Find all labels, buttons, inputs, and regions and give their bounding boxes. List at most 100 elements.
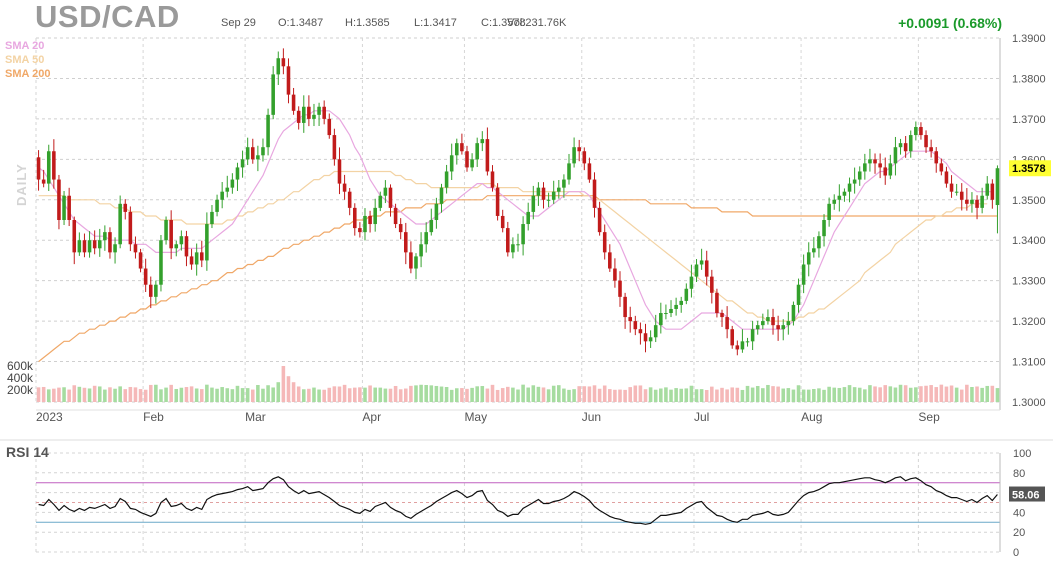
volume-bar — [148, 384, 153, 402]
candle-body — [434, 203, 439, 220]
candle-body — [694, 264, 699, 277]
volume-bar — [164, 387, 168, 402]
volume-bar — [383, 388, 388, 402]
volume-bar — [266, 385, 270, 402]
volume-bar — [735, 387, 740, 402]
candle-body — [332, 135, 337, 160]
volume-bar — [87, 388, 92, 402]
candle-body — [786, 321, 791, 326]
volume-bar — [582, 386, 587, 402]
volume-bar — [715, 389, 719, 402]
volume-bar — [128, 386, 133, 402]
volume-bar — [557, 385, 561, 402]
volume-bar — [475, 386, 479, 402]
candle-body — [837, 195, 842, 200]
candle-body — [720, 313, 724, 318]
candle-body — [796, 284, 801, 305]
candle-body — [439, 187, 444, 204]
candle-body — [475, 143, 479, 160]
candle-body — [378, 195, 383, 208]
candle-body — [745, 341, 750, 343]
rsi-tick-label: 0 — [1013, 547, 1019, 559]
candle-body — [949, 183, 954, 192]
rsi-last-label: 58.06 — [1012, 490, 1040, 502]
volume-bar — [378, 387, 383, 402]
candle-body — [286, 66, 291, 95]
candle-body — [511, 244, 515, 253]
rsi-title: RSI 14 — [6, 444, 49, 460]
volume-bar — [240, 388, 245, 402]
volume-bar — [281, 366, 286, 402]
candle-body — [419, 244, 423, 257]
volume-bar — [205, 384, 209, 402]
candle-body — [878, 163, 882, 168]
candle-body — [975, 199, 979, 208]
candle-body — [592, 179, 597, 208]
volume-bar — [766, 384, 770, 402]
volume-bar — [470, 387, 474, 402]
candle-body — [128, 211, 133, 245]
candle-body — [970, 199, 974, 204]
candle-body — [959, 191, 964, 200]
volume-bar — [995, 388, 1000, 402]
candle-body — [312, 114, 316, 119]
volume-bar — [837, 387, 842, 402]
volume-bar — [761, 388, 765, 402]
candle-body — [271, 74, 275, 115]
volume-bar — [327, 387, 332, 402]
volume-bar — [939, 384, 944, 402]
volume-bar — [694, 389, 699, 402]
candle-body — [495, 187, 500, 216]
volume-bar — [903, 385, 908, 402]
volume-bar — [832, 387, 837, 402]
candle-body — [429, 220, 434, 233]
volume-bar — [368, 385, 372, 402]
candle-body — [995, 168, 1000, 206]
volume-bar — [577, 386, 581, 402]
candle-body — [449, 155, 454, 172]
high-value: H:1.3585 — [345, 17, 390, 29]
candle-body — [638, 329, 643, 334]
candle-body — [383, 187, 388, 196]
volume-bar — [404, 388, 408, 402]
volume-bar — [332, 386, 337, 402]
candle-body — [317, 106, 321, 115]
candle-body — [766, 317, 770, 322]
volume-bar — [210, 387, 214, 402]
candle-body — [398, 224, 403, 233]
volume-bar — [684, 388, 689, 402]
candle-body — [409, 252, 413, 269]
volume-bar — [546, 389, 551, 402]
volume-bar — [929, 385, 933, 402]
volume-bar — [970, 387, 974, 402]
candle-body — [480, 139, 485, 144]
rsi-tick-label: 80 — [1013, 468, 1025, 480]
candle-body — [919, 126, 923, 136]
x-tick-label: Aug — [801, 410, 822, 424]
period-label: DAILY — [14, 163, 29, 206]
candle-body — [62, 195, 66, 220]
candle-body — [582, 151, 587, 164]
candle-body — [847, 183, 852, 192]
price-axes: 1.39001.38001.37001.36001.35001.34001.33… — [7, 33, 1051, 424]
volume-bar — [485, 388, 490, 402]
volume-bar — [296, 386, 301, 402]
candle-body — [368, 215, 372, 225]
candle-body — [567, 163, 571, 180]
candle-body — [97, 240, 102, 249]
volume-bar — [919, 386, 923, 402]
volume-bar — [516, 389, 520, 402]
volume-bar — [531, 385, 536, 402]
volume-bar — [215, 388, 219, 402]
volume-bar — [36, 387, 41, 402]
volume-bar — [46, 389, 51, 402]
volume-bar — [536, 386, 541, 402]
candle-body — [118, 203, 122, 245]
candle-body — [781, 325, 786, 330]
volume-bar — [490, 384, 495, 402]
volume-bar — [393, 385, 398, 402]
candle-body — [179, 236, 184, 245]
volume-bar — [628, 387, 632, 402]
candle-body — [684, 288, 689, 301]
